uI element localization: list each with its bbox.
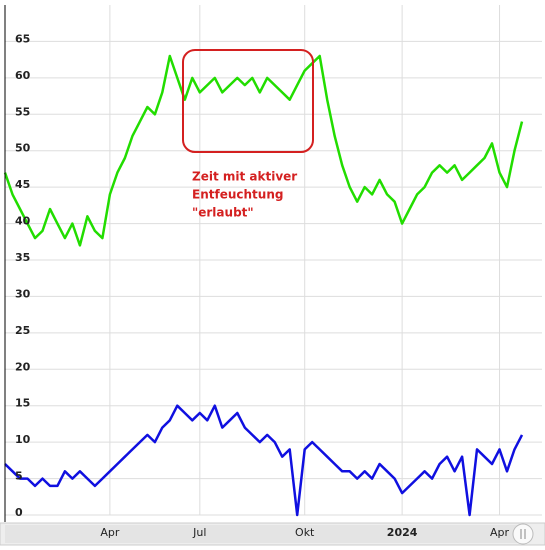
- scrollbar-thumb[interactable]: [5, 525, 520, 543]
- y-tick-label: 55: [15, 105, 30, 118]
- x-tick-label: 2024: [387, 526, 418, 539]
- grid: [5, 5, 542, 516]
- annotation: "erlaubt": [192, 206, 254, 220]
- y-tick-label: 45: [15, 178, 30, 191]
- y-tick-label: 10: [15, 433, 31, 446]
- y-tick-label: 60: [15, 69, 31, 82]
- y-tick-label: 30: [15, 287, 31, 300]
- annotation: Zeit mit aktiver: [192, 170, 297, 184]
- highlight-box: [182, 49, 314, 153]
- y-tick-label: 15: [15, 397, 30, 410]
- y-tick-label: 65: [15, 32, 30, 45]
- series-line: [3, 54, 524, 247]
- scroll-handle[interactable]: [512, 523, 534, 545]
- y-tick-label: 0: [15, 506, 23, 519]
- x-tick-label: Apr: [100, 526, 120, 539]
- y-tick-label: 50: [15, 142, 31, 155]
- plot: [3, 54, 524, 517]
- y-tick-label: 20: [15, 360, 31, 373]
- y-tick-label: 5: [15, 470, 23, 483]
- y-tick-label: 25: [15, 324, 30, 337]
- series-line: [4, 404, 524, 517]
- x-tick-label: Okt: [295, 526, 315, 539]
- y-tick-label: 40: [15, 215, 31, 228]
- y-tick-label: 35: [15, 251, 30, 264]
- x-tick-label: Apr: [490, 526, 510, 539]
- annotation: Entfeuchtung: [192, 188, 283, 202]
- x-tick-label: Jul: [192, 526, 206, 539]
